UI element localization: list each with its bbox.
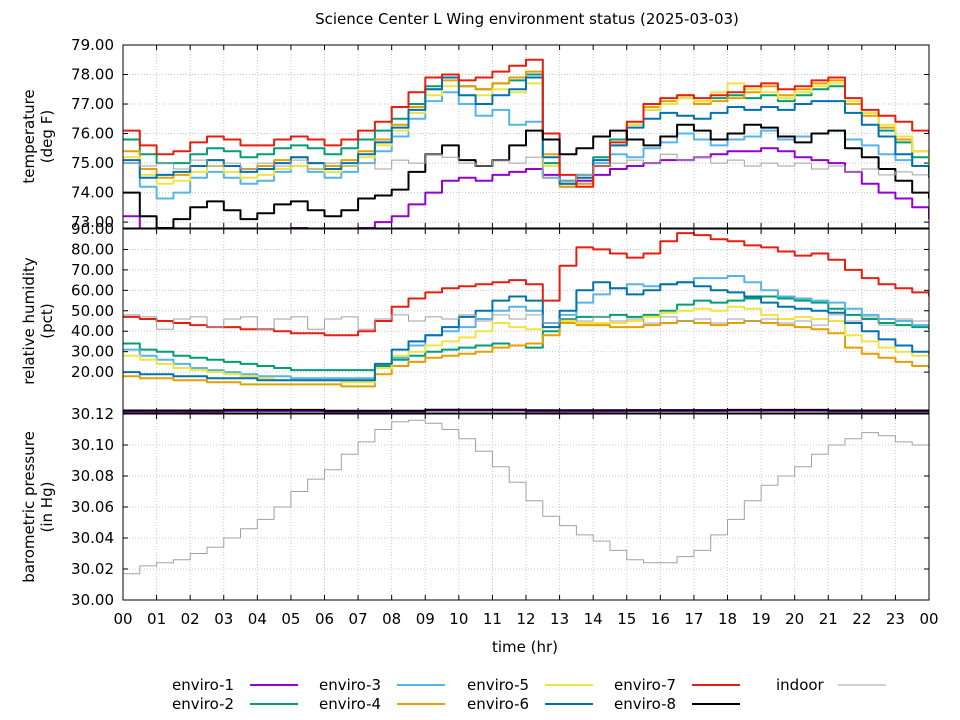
- x-tick-label: 10: [449, 610, 468, 628]
- y-tick-label: 80.00: [71, 240, 114, 258]
- x-tick-label: 13: [550, 610, 569, 628]
- chart-panels: 73.00 74.00 75.00 76.00 77.00 78.00 79.00 tempe…: [20, 36, 930, 609]
- y-tick-label: 76.00: [71, 125, 114, 143]
- y-tick-label: 20.00: [71, 363, 114, 381]
- x-tick-label: 05: [281, 610, 300, 628]
- series-line-enviro-7: [123, 232, 929, 337]
- x-tick-label: 00: [919, 610, 938, 628]
- x-tick-label: 14: [584, 610, 603, 628]
- x-tick-label: 12: [516, 610, 535, 628]
- y-axis-label: (in Hg): [38, 482, 56, 533]
- legend-label: enviro-6: [467, 695, 529, 713]
- y-tick-label: 30.08: [71, 467, 114, 485]
- legend-label: enviro-8: [614, 695, 676, 713]
- series-line-enviro-5: [123, 82, 929, 185]
- x-tick-label: 08: [382, 610, 401, 628]
- y-tick-label: 30.02: [71, 560, 114, 578]
- legend-label: enviro-2: [172, 695, 234, 713]
- y-tick-label: 79.00: [71, 36, 114, 54]
- legend-label: enviro-3: [319, 676, 381, 694]
- x-axis-label: time (hr): [492, 638, 558, 656]
- x-tick-label: 15: [617, 610, 636, 628]
- series-line-indoor: [123, 314, 929, 330]
- x-tick-label: 20: [785, 610, 804, 628]
- y-tick-label: 70.00: [71, 261, 114, 279]
- series-line-enviro-4: [123, 320, 929, 388]
- panel-pressure: 30.00 30.02 30.04 30.06 30.08 30.10 30.12 barom…: [20, 405, 930, 609]
- x-tick-label: 16: [651, 610, 670, 628]
- x-tick-label: 22: [852, 610, 871, 628]
- x-tick-label: 23: [886, 610, 905, 628]
- legend-item-enviro-2: enviro-2: [172, 695, 298, 713]
- series-line-indoor: [123, 419, 929, 575]
- y-tick-label: 78.00: [71, 66, 114, 84]
- series-group: [123, 419, 929, 575]
- panel-temperature: 73.00 74.00 75.00 76.00 77.00 78.00 79.00 tempe…: [20, 36, 930, 231]
- y-tick-label: 50.00: [71, 302, 114, 320]
- x-tick-label: 07: [349, 610, 368, 628]
- x-tick-label: 09: [416, 610, 435, 628]
- y-tick-label: 30.10: [71, 436, 114, 454]
- series-line-enviro-6: [123, 281, 929, 382]
- series-line-enviro-8: [123, 123, 929, 228]
- x-axis-ticks: 00 01 02 03 04 05 06 07 08 09 10 11 12 13 14 15 16 17 18 19…: [113, 610, 938, 628]
- x-tick-label: 00: [113, 610, 132, 628]
- legend-label: enviro-5: [467, 676, 529, 694]
- y-tick-label: 30.00: [71, 343, 114, 361]
- x-tick-label: 11: [483, 610, 502, 628]
- legend-item-enviro-6: enviro-6: [467, 695, 593, 713]
- y-tick-label: 74.00: [71, 184, 114, 202]
- x-tick-label: 01: [147, 610, 166, 628]
- y-tick-label: 77.00: [71, 95, 114, 113]
- series-line-indoor: [123, 153, 929, 182]
- x-tick-label: 06: [315, 610, 334, 628]
- y-tick-label: 75.00: [71, 154, 114, 172]
- legend-item-enviro-8: enviro-8: [614, 695, 740, 713]
- legend-item-enviro-3: enviro-3: [319, 676, 445, 694]
- x-tick-label: 19: [752, 610, 771, 628]
- y-tick-label: 30.06: [71, 498, 114, 516]
- legend-label: enviro-4: [319, 695, 381, 713]
- y-axis-label: relative humidity: [20, 257, 38, 385]
- y-axis-label: (pct): [38, 303, 56, 338]
- y-axis-label: barometric pressure: [20, 431, 38, 583]
- legend-label: enviro-7: [614, 676, 676, 694]
- y-tick-label: 30.00: [71, 591, 114, 609]
- series-line-enviro-2: [123, 73, 929, 182]
- legend-item-enviro-4: enviro-4: [319, 695, 445, 713]
- x-tick-label: 21: [819, 610, 838, 628]
- x-tick-label: 03: [214, 610, 233, 628]
- y-axis-label: temperature: [20, 89, 38, 183]
- legend-item-enviro-7: enviro-7: [614, 676, 740, 694]
- y-axis-label: (deg F): [38, 110, 56, 163]
- x-tick-label: 04: [248, 610, 267, 628]
- series-line-enviro-1: [123, 147, 929, 228]
- legend-label: enviro-1: [172, 676, 234, 694]
- legend-item-enviro-5: enviro-5: [467, 676, 593, 694]
- y-tick-label: 73.00: [71, 213, 114, 231]
- chart-title: Science Center L Wing environment status…: [315, 10, 739, 28]
- y-tick-label: 60.00: [71, 281, 114, 299]
- x-tick-label: 18: [718, 610, 737, 628]
- x-tick-label: 02: [181, 610, 200, 628]
- series-line-enviro-7: [123, 58, 929, 188]
- legend-item-enviro-1: enviro-1: [172, 676, 298, 694]
- legend-item-indoor: indoor: [776, 676, 886, 694]
- series-line-enviro-5: [123, 305, 929, 384]
- legend-label: indoor: [776, 676, 825, 694]
- panel-humidity: 20.00 30.00 40.00 50.00 60.00 70.00 80.00 90.00…: [20, 220, 930, 414]
- y-tick-label: 30.04: [71, 529, 114, 547]
- y-tick-label: 90.00: [71, 220, 114, 238]
- y-tick-label: 30.12: [71, 405, 114, 423]
- series-group: [123, 58, 929, 228]
- x-tick-label: 17: [684, 610, 703, 628]
- y-tick-label: 40.00: [71, 322, 114, 340]
